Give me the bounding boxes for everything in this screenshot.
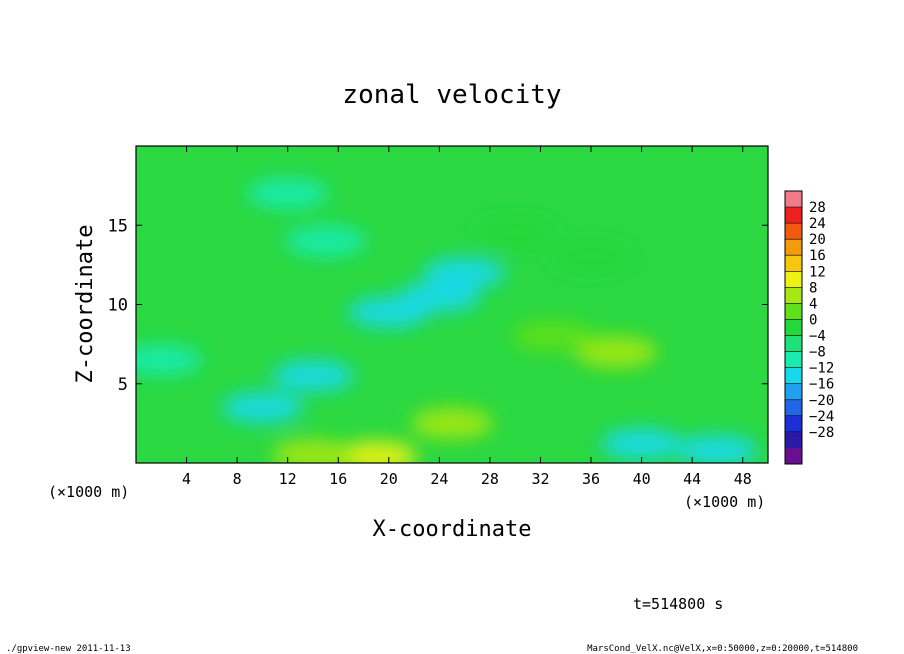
colorbar-swatch: [785, 287, 802, 304]
colorbar-label: −12: [809, 361, 834, 377]
colorbar-swatch: [785, 415, 802, 433]
field-blob: [600, 428, 683, 460]
field-blob: [423, 256, 506, 289]
x-tick-label: 24: [430, 470, 448, 488]
x-axis-ticks: 4 8 12 16 20 24 28 32 36 40 44 48: [182, 146, 752, 488]
x-tick-label: 8: [233, 470, 242, 488]
x-tick-label: 36: [582, 470, 600, 488]
program-label: ./gpview-new 2011-11-13: [6, 644, 131, 654]
source-label: MarsCond_VelX.nc@VelX,x=0:50000,z=0:2000…: [587, 644, 858, 654]
colorbar-label: −20: [809, 393, 834, 409]
y-tick-label: 15: [108, 216, 128, 236]
field-blob: [136, 344, 203, 376]
time-label: t=514800 s: [633, 595, 723, 613]
colorbar-label: −8: [809, 345, 826, 361]
y-tick-label: 5: [118, 375, 128, 395]
x-tick-label: 40: [633, 470, 651, 488]
colorbar-swatch: [785, 239, 802, 256]
colorbar-swatch: [785, 351, 802, 368]
colorbar-swatch: [785, 303, 802, 320]
colorbar-label: −24: [809, 409, 834, 425]
colorbar-swatch: [785, 335, 802, 352]
x-tick-label: 4: [182, 470, 191, 488]
x-tick-label: 20: [380, 470, 398, 488]
field-blob: [549, 241, 633, 273]
field-blob: [271, 439, 355, 463]
field-blob: [474, 217, 557, 250]
colorbar-swatch: [785, 399, 802, 417]
field-blob: [335, 440, 418, 463]
colorbar-frame: [784, 190, 803, 465]
field-blob: [575, 336, 658, 368]
field-blob: [284, 225, 367, 257]
x-tick-label: 48: [734, 470, 752, 488]
colorbar-label: 12: [809, 264, 826, 280]
x-unit-left: (×1000 m): [48, 483, 129, 501]
field-blob: [271, 359, 355, 392]
colorbar-label: 4: [809, 296, 817, 312]
colorbar-label: 0: [809, 312, 817, 328]
colorbar-swatch: [785, 191, 802, 208]
field-blob: [398, 280, 481, 313]
field-blob: [410, 407, 494, 440]
y-axis-ticks: 5 10 15: [108, 216, 768, 395]
x-tick-label: 44: [683, 470, 701, 488]
colorbar-swatch: [785, 447, 802, 465]
colorbar-swatch: [785, 271, 802, 288]
colorbar-label: 28: [809, 200, 826, 216]
field-blob: [246, 177, 329, 210]
colorbar-swatch: [785, 367, 802, 385]
y-axis-label: Z-coordinate: [73, 225, 98, 384]
x-tick-label: 28: [481, 470, 499, 488]
plot-area: [135, 145, 769, 464]
colorbar-swatch: [785, 319, 802, 336]
velocity-field: [136, 177, 759, 463]
colorbar-swatch: [785, 223, 802, 240]
colorbar-swatch: [785, 431, 802, 449]
colorbar-label: 20: [809, 232, 826, 248]
colorbar-swatch: [785, 255, 802, 272]
colorbar-label: −4: [809, 329, 826, 345]
colorbar-label: −16: [809, 377, 834, 393]
x-tick-label: 32: [531, 470, 549, 488]
colorbar: [784, 190, 803, 465]
field-blob: [221, 391, 304, 424]
colorbar-label: 8: [809, 280, 817, 296]
x-tick-label: 16: [329, 470, 347, 488]
chart-title: zonal velocity: [342, 80, 561, 110]
colorbar-swatch: [785, 207, 802, 224]
x-axis-label: X-coordinate: [373, 517, 532, 542]
y-tick-label: 10: [108, 296, 128, 316]
colorbar-label: 24: [809, 216, 826, 232]
colorbar-label: −28: [809, 425, 834, 441]
field-blob: [676, 434, 759, 463]
field-blob: [512, 320, 595, 353]
colorbar-swatch: [785, 383, 802, 401]
x-unit-right: (×1000 m): [684, 493, 765, 511]
x-tick-label: 12: [279, 470, 297, 488]
colorbar-label: 16: [809, 248, 826, 264]
